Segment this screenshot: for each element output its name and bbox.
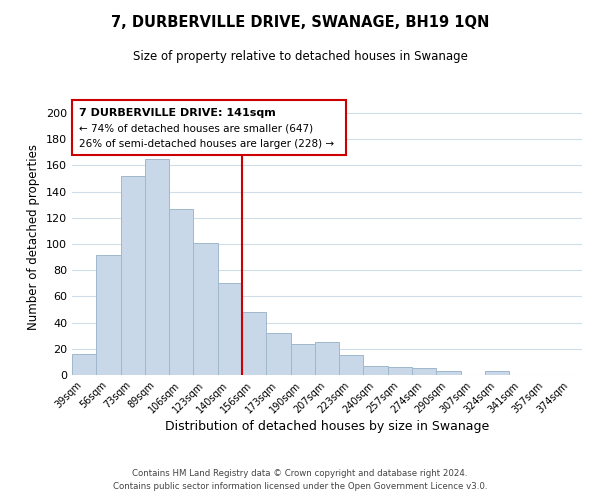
Y-axis label: Number of detached properties: Number of detached properties bbox=[28, 144, 40, 330]
Text: 7 DURBERVILLE DRIVE: 141sqm: 7 DURBERVILLE DRIVE: 141sqm bbox=[79, 108, 276, 118]
Bar bbox=[436, 371, 461, 375]
Bar bbox=[96, 254, 121, 375]
Bar bbox=[242, 312, 266, 375]
Text: ← 74% of detached houses are smaller (647): ← 74% of detached houses are smaller (64… bbox=[79, 124, 313, 134]
Bar bbox=[266, 333, 290, 375]
Bar bbox=[290, 344, 315, 375]
Bar bbox=[388, 367, 412, 375]
Bar bbox=[72, 354, 96, 375]
Bar bbox=[72, 100, 346, 155]
Bar bbox=[485, 371, 509, 375]
X-axis label: Distribution of detached houses by size in Swanage: Distribution of detached houses by size … bbox=[165, 420, 489, 434]
Bar bbox=[121, 176, 145, 375]
Text: Contains HM Land Registry data © Crown copyright and database right 2024.: Contains HM Land Registry data © Crown c… bbox=[132, 468, 468, 477]
Bar bbox=[193, 242, 218, 375]
Text: Contains public sector information licensed under the Open Government Licence v3: Contains public sector information licen… bbox=[113, 482, 487, 491]
Bar bbox=[339, 356, 364, 375]
Text: Size of property relative to detached houses in Swanage: Size of property relative to detached ho… bbox=[133, 50, 467, 63]
Bar bbox=[412, 368, 436, 375]
Text: 26% of semi-detached houses are larger (228) →: 26% of semi-detached houses are larger (… bbox=[79, 140, 334, 149]
Text: 7, DURBERVILLE DRIVE, SWANAGE, BH19 1QN: 7, DURBERVILLE DRIVE, SWANAGE, BH19 1QN bbox=[111, 15, 489, 30]
Bar bbox=[218, 284, 242, 375]
Bar bbox=[315, 342, 339, 375]
Bar bbox=[169, 208, 193, 375]
Bar bbox=[145, 159, 169, 375]
Bar bbox=[364, 366, 388, 375]
